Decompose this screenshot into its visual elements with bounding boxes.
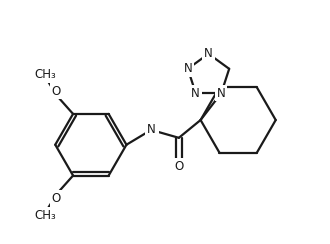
Text: N: N [147,123,155,136]
Text: O: O [174,160,183,173]
Text: CH₃: CH₃ [35,209,56,222]
Text: CH₃: CH₃ [35,68,56,81]
Text: N: N [191,87,200,100]
Text: N: N [183,62,192,75]
Text: H: H [150,123,158,133]
Text: N: N [217,87,226,100]
Text: O: O [51,85,61,98]
Text: O: O [51,192,61,205]
Text: N: N [204,47,213,60]
